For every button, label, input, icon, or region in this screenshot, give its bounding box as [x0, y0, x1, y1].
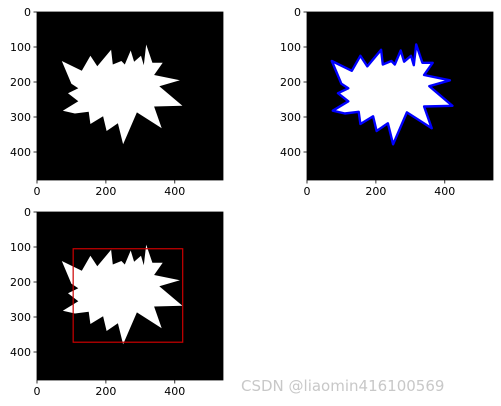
star-shape: [61, 244, 183, 345]
axes-frame: [306, 11, 494, 181]
csdn-watermark: CSDN @liaomin416100569: [241, 377, 445, 395]
panel-contour-drawn: 0 200 400 0 100 200 300 400: [280, 6, 494, 198]
y-tick-label: 100: [10, 241, 31, 254]
y-tick-label: 400: [10, 146, 31, 159]
x-tick-label: 0: [304, 185, 311, 198]
x-tick-label: 200: [365, 185, 386, 198]
axes-frame: [36, 211, 224, 381]
y-tick-label: 300: [10, 111, 31, 124]
y-tick-label: 300: [280, 111, 301, 124]
y-tick-label: 100: [280, 41, 301, 54]
panel-original-binary: 0 200 400 0 100 200 300 400: [10, 6, 224, 198]
x-tick-label: 200: [95, 385, 116, 398]
y-tick-label: 200: [10, 276, 31, 289]
y-tick-label: 200: [280, 76, 301, 89]
x-tick-label: 0: [34, 385, 41, 398]
bounding-rectangle: [72, 248, 184, 343]
y-tick-label: 0: [24, 6, 31, 19]
y-tick-label: 100: [10, 41, 31, 54]
x-tick-label: 400: [164, 185, 185, 198]
panel-bounding-rect-drawn: 0 200 400 0 100 200 300 400: [10, 206, 224, 398]
y-tick-label: 300: [10, 311, 31, 324]
y-tick-label: 400: [280, 146, 301, 159]
y-tick-label: 0: [24, 206, 31, 219]
x-tick-label: 0: [34, 185, 41, 198]
x-tick-label: 400: [164, 385, 185, 398]
star-shape: [331, 44, 453, 145]
y-tick-label: 0: [294, 6, 301, 19]
y-tick-label: 400: [10, 346, 31, 359]
y-tick-label: 200: [10, 76, 31, 89]
star-shape: [61, 44, 183, 145]
contour-outline: [330, 43, 454, 146]
x-tick-label: 200: [95, 185, 116, 198]
axes-frame: [36, 11, 224, 181]
x-tick-label: 400: [434, 185, 455, 198]
